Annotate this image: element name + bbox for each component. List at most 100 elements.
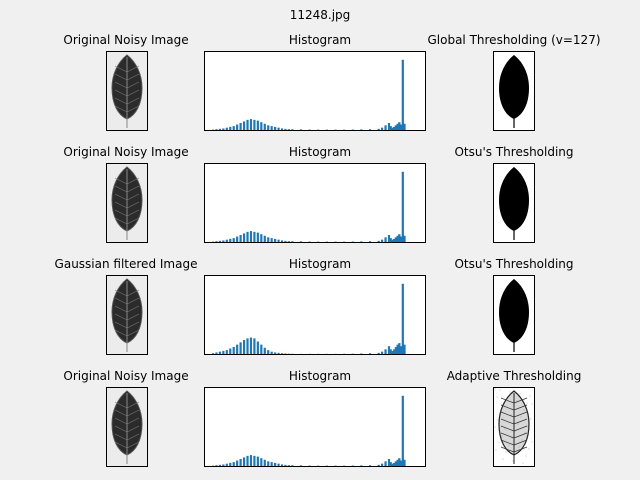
histogram-bar: [360, 129, 363, 130]
histogram-bar: [277, 127, 280, 130]
histogram-bar: [394, 461, 397, 466]
histogram-bar: [260, 122, 263, 130]
row4-leaf-image: [106, 387, 148, 467]
histogram-bar: [399, 124, 403, 130]
histogram-bar: [256, 456, 259, 466]
histogram-bar: [287, 241, 291, 242]
histogram-bar: [232, 462, 235, 466]
row4-histogram-plot: [204, 387, 426, 467]
row2-right-title: Otsu's Thresholding: [454, 145, 574, 159]
histogram-bar: [368, 465, 372, 466]
histogram-bar: [299, 129, 303, 130]
leaf-image-icon: [107, 164, 147, 242]
histogram-bar: [377, 352, 380, 354]
histogram-bar: [211, 353, 215, 354]
histogram-bar: [215, 465, 218, 466]
histogram-bar: [398, 458, 401, 466]
histogram-bar: [291, 465, 294, 466]
row1-threshold-image: [493, 51, 535, 131]
histogram-bar: [267, 350, 270, 354]
histogram-bar: [274, 238, 277, 242]
histogram-bar: [384, 125, 387, 130]
histogram-bar: [270, 462, 273, 466]
histogram-bar: [393, 238, 396, 242]
histogram-bar: [267, 237, 270, 242]
histogram-bar: [277, 352, 280, 354]
histogram-bar: [284, 464, 287, 466]
histogram-bar: [222, 128, 225, 130]
histogram-bar: [391, 463, 394, 466]
row4-right-title: Adaptive Thresholding: [446, 369, 582, 383]
histogram-bar: [246, 119, 249, 130]
histogram-bar: [225, 127, 228, 130]
histogram-bar: [246, 455, 249, 466]
histogram-bar: [225, 350, 228, 354]
histogram-bar: [277, 239, 280, 242]
histogram-bar: [239, 458, 242, 466]
histogram-bar: [236, 344, 239, 354]
histogram-bar: [253, 119, 256, 130]
row4-threshold-image: [493, 387, 535, 467]
row2-leaf-image: [106, 163, 148, 243]
histogram-bar: [389, 126, 392, 130]
histogram-bar: [391, 350, 394, 354]
histogram-bar: [398, 343, 401, 354]
histogram-bar: [393, 349, 396, 354]
histogram-bar: [236, 236, 239, 242]
histogram-bar: [399, 460, 403, 466]
row3-histogram-plot: [204, 275, 426, 355]
histogram-bar: [401, 283, 404, 354]
row1-leaf-image: [106, 51, 148, 131]
histogram-bar: [387, 346, 391, 354]
histogram-bar: [360, 465, 363, 466]
histogram-bar: [280, 240, 284, 242]
histogram-bar: [377, 128, 380, 130]
histogram-bar: [399, 346, 403, 354]
histogram-bar: [368, 129, 372, 130]
histogram-bar: [215, 129, 218, 130]
histogram-bar: [384, 461, 387, 466]
histogram-bar: [263, 235, 266, 242]
histogram-bar: [299, 241, 303, 242]
histogram-bar: [396, 344, 399, 354]
row1-left-title: Original Noisy Image: [63, 33, 189, 47]
row4-left-title: Original Noisy Image: [63, 369, 189, 383]
histogram-bar: [381, 351, 384, 354]
row2-histogram-title: Histogram: [288, 145, 352, 159]
histogram-bar: [253, 455, 256, 466]
histogram-bar: [368, 241, 372, 242]
leaf-mask-icon: [499, 167, 529, 240]
row3-histogram-title: Histogram: [288, 257, 352, 271]
histogram-bar: [394, 346, 397, 354]
leaf-mask-icon: [499, 279, 529, 352]
histogram-bar: [280, 464, 284, 466]
histogram-bar: [387, 122, 391, 130]
histogram-bar: [284, 128, 287, 130]
row2-threshold-image: [493, 163, 535, 243]
histogram-bar: [256, 232, 259, 242]
histogram-bar: [403, 344, 406, 354]
histogram-bar: [401, 395, 404, 466]
histogram-bar: [394, 237, 397, 242]
histogram-bar: [384, 349, 387, 354]
histogram-bar: [389, 349, 392, 354]
histogram-bar: [249, 231, 253, 242]
histogram-bar: [222, 350, 225, 354]
histogram-bar: [218, 240, 221, 242]
histogram-bar: [218, 464, 221, 466]
histogram-bar: [384, 237, 387, 242]
histogram-bar: [403, 459, 406, 466]
histogram-bar: [403, 235, 406, 242]
histogram-bar: [225, 463, 228, 466]
histogram-bar: [391, 127, 394, 130]
histogram-bar: [218, 351, 221, 354]
histogram-bar: [229, 126, 232, 130]
histogram-bar: [232, 126, 235, 130]
leaf-mask-icon: [499, 55, 529, 128]
histogram-bar: [396, 123, 399, 130]
leaf-image-icon: [107, 388, 147, 466]
histogram-bar: [239, 234, 242, 242]
histogram-bar: [368, 353, 372, 354]
leaf-mask-icon: [494, 388, 533, 464]
histogram-bar: [393, 462, 396, 466]
